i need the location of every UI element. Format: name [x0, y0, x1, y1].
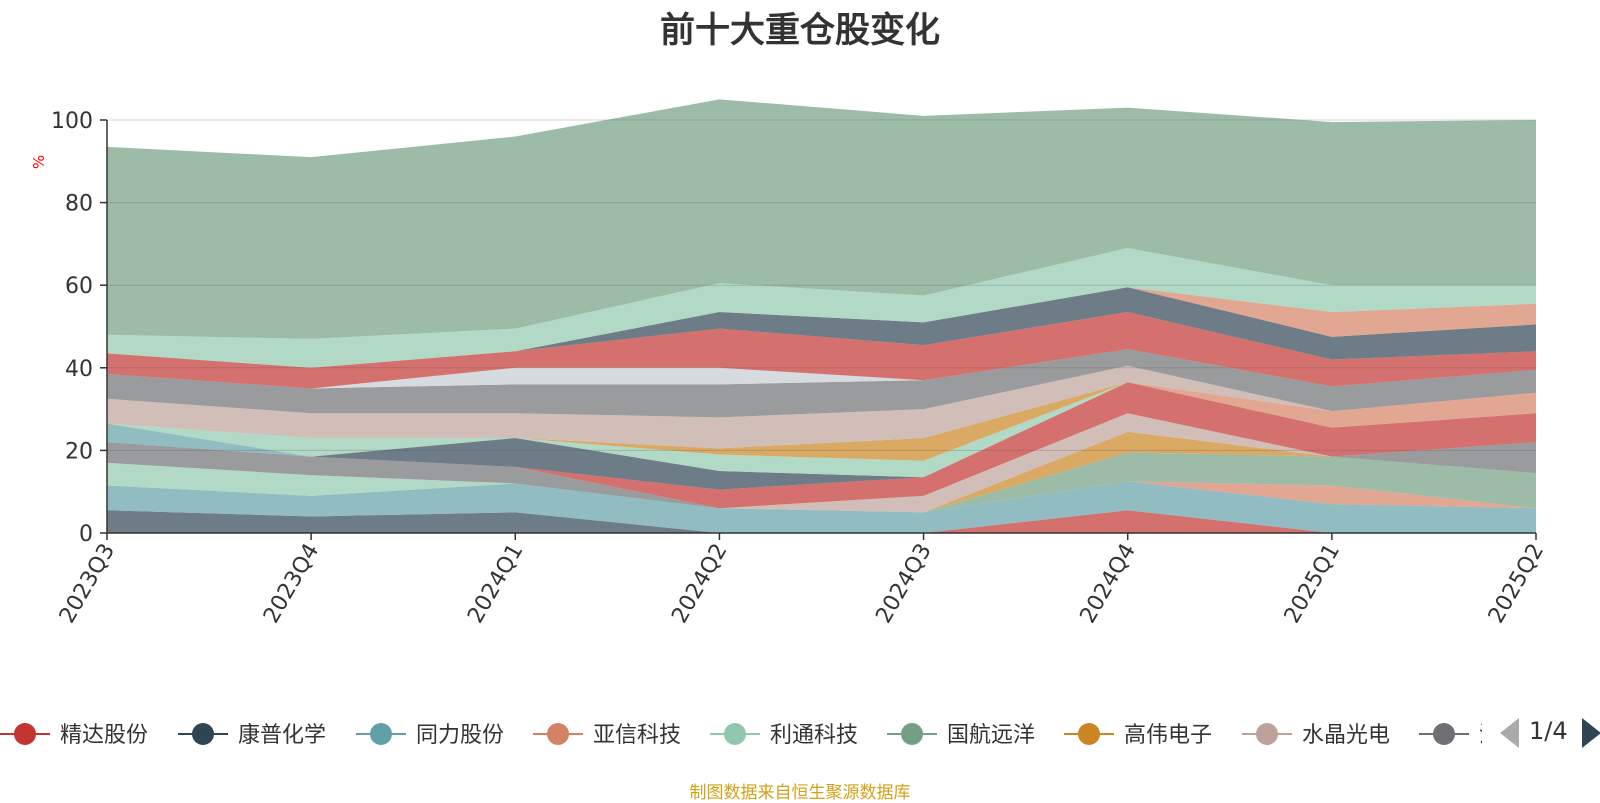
x-tick-label: 2025Q2: [1484, 540, 1549, 628]
x-tick-label: 2024Q3: [871, 540, 936, 628]
legend-item[interactable]: 沪: [1419, 723, 1501, 748]
legend-item[interactable]: 水晶光电: [1242, 723, 1390, 748]
legend-item[interactable]: 精达股份: [0, 723, 148, 748]
legend-item[interactable]: 康普化学: [178, 723, 326, 748]
legend-marker: [547, 723, 569, 745]
legend-label: 康普化学: [238, 723, 326, 748]
legend-label: 国航远洋: [947, 723, 1035, 748]
legend-next-page-icon[interactable]: [1582, 718, 1600, 748]
legend-label: 精达股份: [60, 723, 148, 748]
legend: 精达股份 康普化学 同力股份 亚信科技 利通科技 国航远洋 高伟电子 水晶光电 沪: [0, 723, 1501, 748]
area-series-9: [107, 382, 1536, 509]
legend-label: 水晶光电: [1302, 723, 1390, 748]
legend-marker: [901, 723, 923, 745]
y-tick-label: 40: [65, 357, 93, 382]
area-series-13: [107, 382, 1536, 461]
y-tick-label: 100: [51, 109, 93, 134]
y-tick-label: 0: [79, 522, 93, 547]
legend-marker: [1433, 723, 1455, 745]
x-tick-label: 2024Q1: [463, 540, 528, 628]
legend-label: 亚信科技: [593, 723, 681, 748]
area-series-15: [107, 365, 1536, 449]
area-series-5: [107, 452, 1536, 513]
legend-item[interactable]: 利通科技: [710, 723, 858, 748]
area-series-22: [107, 99, 1536, 339]
y-tick-label: 60: [65, 274, 93, 299]
area-series-0: [107, 510, 1536, 533]
area-series-19: [107, 287, 1536, 368]
y-tick-label: 20: [65, 439, 93, 464]
legend-label: 高伟电子: [1124, 723, 1212, 748]
legend-label: 利通科技: [770, 723, 858, 748]
area-series-17: [107, 349, 1536, 389]
area-series-10: [107, 382, 1536, 490]
source-note: 制图数据来自恒生聚源数据库: [689, 783, 911, 803]
plot-areas: [107, 99, 1536, 533]
legend-marker: [1078, 723, 1100, 745]
legend-item[interactable]: 亚信科技: [533, 723, 681, 748]
grid-lines: [107, 119, 1536, 451]
legend-marker: [192, 723, 214, 745]
area-series-16: [107, 349, 1536, 418]
area-series-18: [107, 312, 1536, 389]
legend-marker: [1256, 723, 1278, 745]
area-series-1: [107, 510, 1536, 533]
legend-marker: [370, 723, 392, 745]
legend-item[interactable]: 同力股份: [356, 723, 504, 748]
legend-item[interactable]: 国航远洋: [887, 723, 1035, 748]
chart-title: 前十大重仓股变化: [659, 11, 940, 51]
x-tick-label: 2025Q1: [1280, 540, 1345, 628]
x-tick-label: 2024Q4: [1076, 540, 1141, 628]
legend-label: 同力股份: [416, 723, 504, 748]
y-axis-label: %: [30, 155, 48, 169]
legend-marker: [724, 723, 746, 745]
x-tick-label: 2024Q2: [667, 540, 732, 628]
area-series-2: [107, 481, 1536, 533]
y-tick-label: 80: [65, 192, 93, 217]
x-tick-label: 2023Q3: [55, 540, 120, 628]
area-series-12: [107, 382, 1536, 478]
area-series-4: [107, 462, 1536, 513]
legend-item[interactable]: 高伟电子: [1064, 723, 1212, 748]
legend-page-indicator: 1/4: [1529, 717, 1568, 745]
area-series-21: [107, 248, 1536, 368]
legend-prev-page-icon[interactable]: [1500, 718, 1519, 748]
legend-marker: [14, 723, 36, 745]
area-series-6: [107, 431, 1536, 513]
legend-label: 沪: [1479, 723, 1501, 748]
x-tick-label: 2023Q4: [259, 540, 324, 628]
